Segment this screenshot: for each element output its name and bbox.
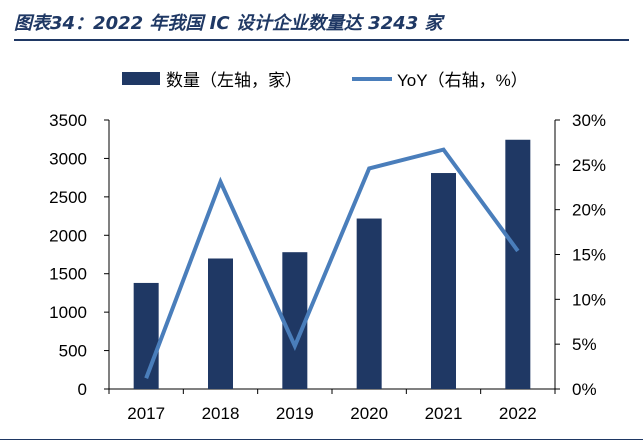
bar: [505, 139, 531, 389]
bar: [431, 173, 456, 389]
left-axis-tick-label: 0: [78, 380, 87, 399]
left-axis-tick-label: 3500: [49, 111, 87, 130]
right-axis-tick-label: 10%: [572, 290, 606, 309]
x-axis-tick-label: 2020: [350, 404, 388, 423]
legend-swatch-bars: [122, 72, 160, 85]
bar: [208, 258, 233, 389]
left-axis-tick-label: 1500: [49, 265, 87, 284]
x-axis-tick-label: 2019: [276, 404, 314, 423]
x-axis-tick-label: 2021: [425, 404, 463, 423]
right-axis-tick-label: 20%: [572, 201, 606, 220]
bar: [133, 282, 159, 389]
left-axis-tick-label: 1000: [49, 303, 87, 322]
figure-header: 图表34：2022 年我国 IC 设计企业数量达 3243 家: [0, 0, 643, 44]
left-axis-tick-label: 2500: [49, 188, 87, 207]
left-axis-tick-label: 500: [59, 342, 87, 361]
bar: [356, 218, 382, 389]
right-axis-tick-label: 5%: [572, 335, 597, 354]
title-divider: [14, 39, 629, 41]
right-axis-tick-label: 15%: [572, 246, 606, 265]
right-axis-tick-label: 25%: [572, 156, 606, 175]
axes: 0 500 1000 1500 2000 2500 3000 3500 0% 5% 10% 15% 20…: [49, 111, 606, 423]
left-axis-tick-label: 2000: [49, 226, 87, 245]
legend-label-bars: 数量（左轴，家）: [166, 71, 302, 90]
bar-series: [133, 139, 531, 389]
figure-title: 图表34：2022 年我国 IC 设计企业数量达 3243 家: [14, 13, 443, 34]
yoy-line: [144, 147, 520, 379]
left-axis-tick-label: 3000: [49, 149, 87, 168]
bottom-divider: [0, 439, 643, 440]
right-axis-tick-label: 30%: [572, 111, 606, 130]
right-axis-tick-label: 0%: [572, 380, 597, 399]
yoy-series: [144, 147, 520, 379]
bar: [282, 252, 308, 389]
legend: 数量（左轴，家） YoY（右轴，%）: [122, 71, 528, 90]
x-axis-tick-label: 2017: [127, 404, 165, 423]
x-axis-tick-label: 2018: [202, 404, 240, 423]
x-axis-tick-label: 2022: [499, 404, 537, 423]
legend-label-line: YoY（右轴，%）: [397, 71, 528, 90]
